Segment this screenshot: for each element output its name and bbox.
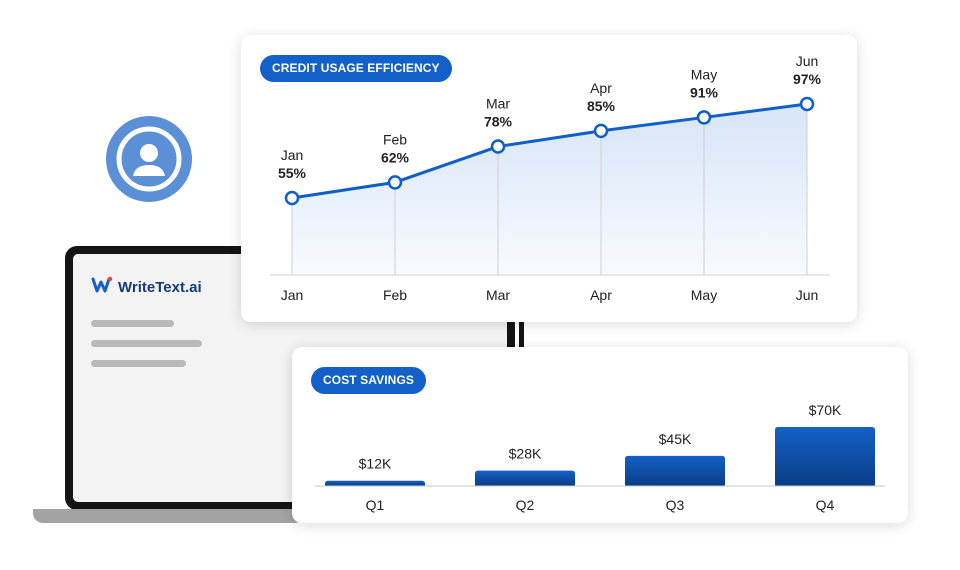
cost-savings-card: $12K Q1 $28K Q2 $45K Q3 $70K Q4 COST SAVINGS bbox=[292, 347, 908, 523]
placeholder-line bbox=[91, 360, 186, 367]
data-point bbox=[387, 175, 403, 190]
bar bbox=[775, 427, 875, 486]
x-tick-label: Apr bbox=[590, 287, 612, 303]
data-label: 85% bbox=[587, 98, 616, 114]
data-point bbox=[593, 123, 609, 139]
brand-name: WriteText.ai bbox=[118, 279, 202, 296]
x-tick-label: Q4 bbox=[816, 497, 835, 513]
data-point bbox=[696, 110, 712, 125]
x-tick-label: Feb bbox=[383, 287, 407, 303]
data-label: $45K bbox=[659, 431, 692, 447]
bar bbox=[625, 455, 725, 486]
data-label: 91% bbox=[690, 84, 719, 100]
x-tick-label: Jun bbox=[796, 287, 819, 303]
x-tick-label: Q2 bbox=[516, 497, 535, 513]
point-month-label: Feb bbox=[383, 131, 407, 147]
data-point bbox=[490, 139, 506, 154]
point-month-label: May bbox=[691, 66, 717, 82]
point-month-label: Jun bbox=[796, 53, 819, 69]
data-label: $28K bbox=[509, 446, 542, 462]
data-label: 97% bbox=[793, 71, 822, 87]
bar bbox=[325, 480, 425, 486]
area-fill bbox=[292, 104, 807, 275]
credit-usage-title: CREDIT USAGE EFFICIENCY bbox=[260, 55, 452, 82]
x-tick-label: Q1 bbox=[366, 497, 385, 513]
x-tick-label: May bbox=[691, 287, 717, 303]
data-label: 62% bbox=[381, 149, 410, 165]
writetext-logo-icon bbox=[91, 276, 113, 299]
user-avatar-icon bbox=[106, 116, 192, 202]
cost-savings-chart: $12K Q1 $28K Q2 $45K Q3 $70K Q4 bbox=[315, 402, 885, 513]
data-point bbox=[284, 190, 300, 206]
data-label: 55% bbox=[278, 165, 307, 181]
credit-usage-chart: Jan 55% Jan Feb 62% Feb Mar 78% Mar Apr 85% Apr May 9… bbox=[270, 53, 830, 303]
laptop-base bbox=[33, 509, 305, 523]
x-tick-label: Q3 bbox=[666, 497, 685, 513]
cost-savings-title: COST SAVINGS bbox=[311, 367, 426, 394]
point-month-label: Jan bbox=[281, 147, 304, 163]
credit-usage-card: Jan 55% Jan Feb 62% Feb Mar 78% Mar Apr 85% Apr May 9… bbox=[241, 35, 857, 322]
connector bbox=[519, 320, 524, 348]
x-tick-label: Mar bbox=[486, 287, 510, 303]
x-tick-label: Jan bbox=[281, 287, 304, 303]
series-line bbox=[291, 102, 808, 200]
data-point bbox=[799, 96, 815, 112]
data-label: $70K bbox=[809, 402, 842, 418]
data-label: $12K bbox=[359, 456, 392, 472]
brand: WriteText.ai bbox=[91, 276, 202, 299]
data-label: 78% bbox=[484, 114, 513, 130]
point-month-label: Mar bbox=[486, 96, 510, 112]
bar bbox=[475, 470, 575, 486]
point-month-label: Apr bbox=[590, 80, 612, 96]
placeholder-line bbox=[91, 320, 174, 327]
placeholder-line bbox=[91, 340, 202, 347]
